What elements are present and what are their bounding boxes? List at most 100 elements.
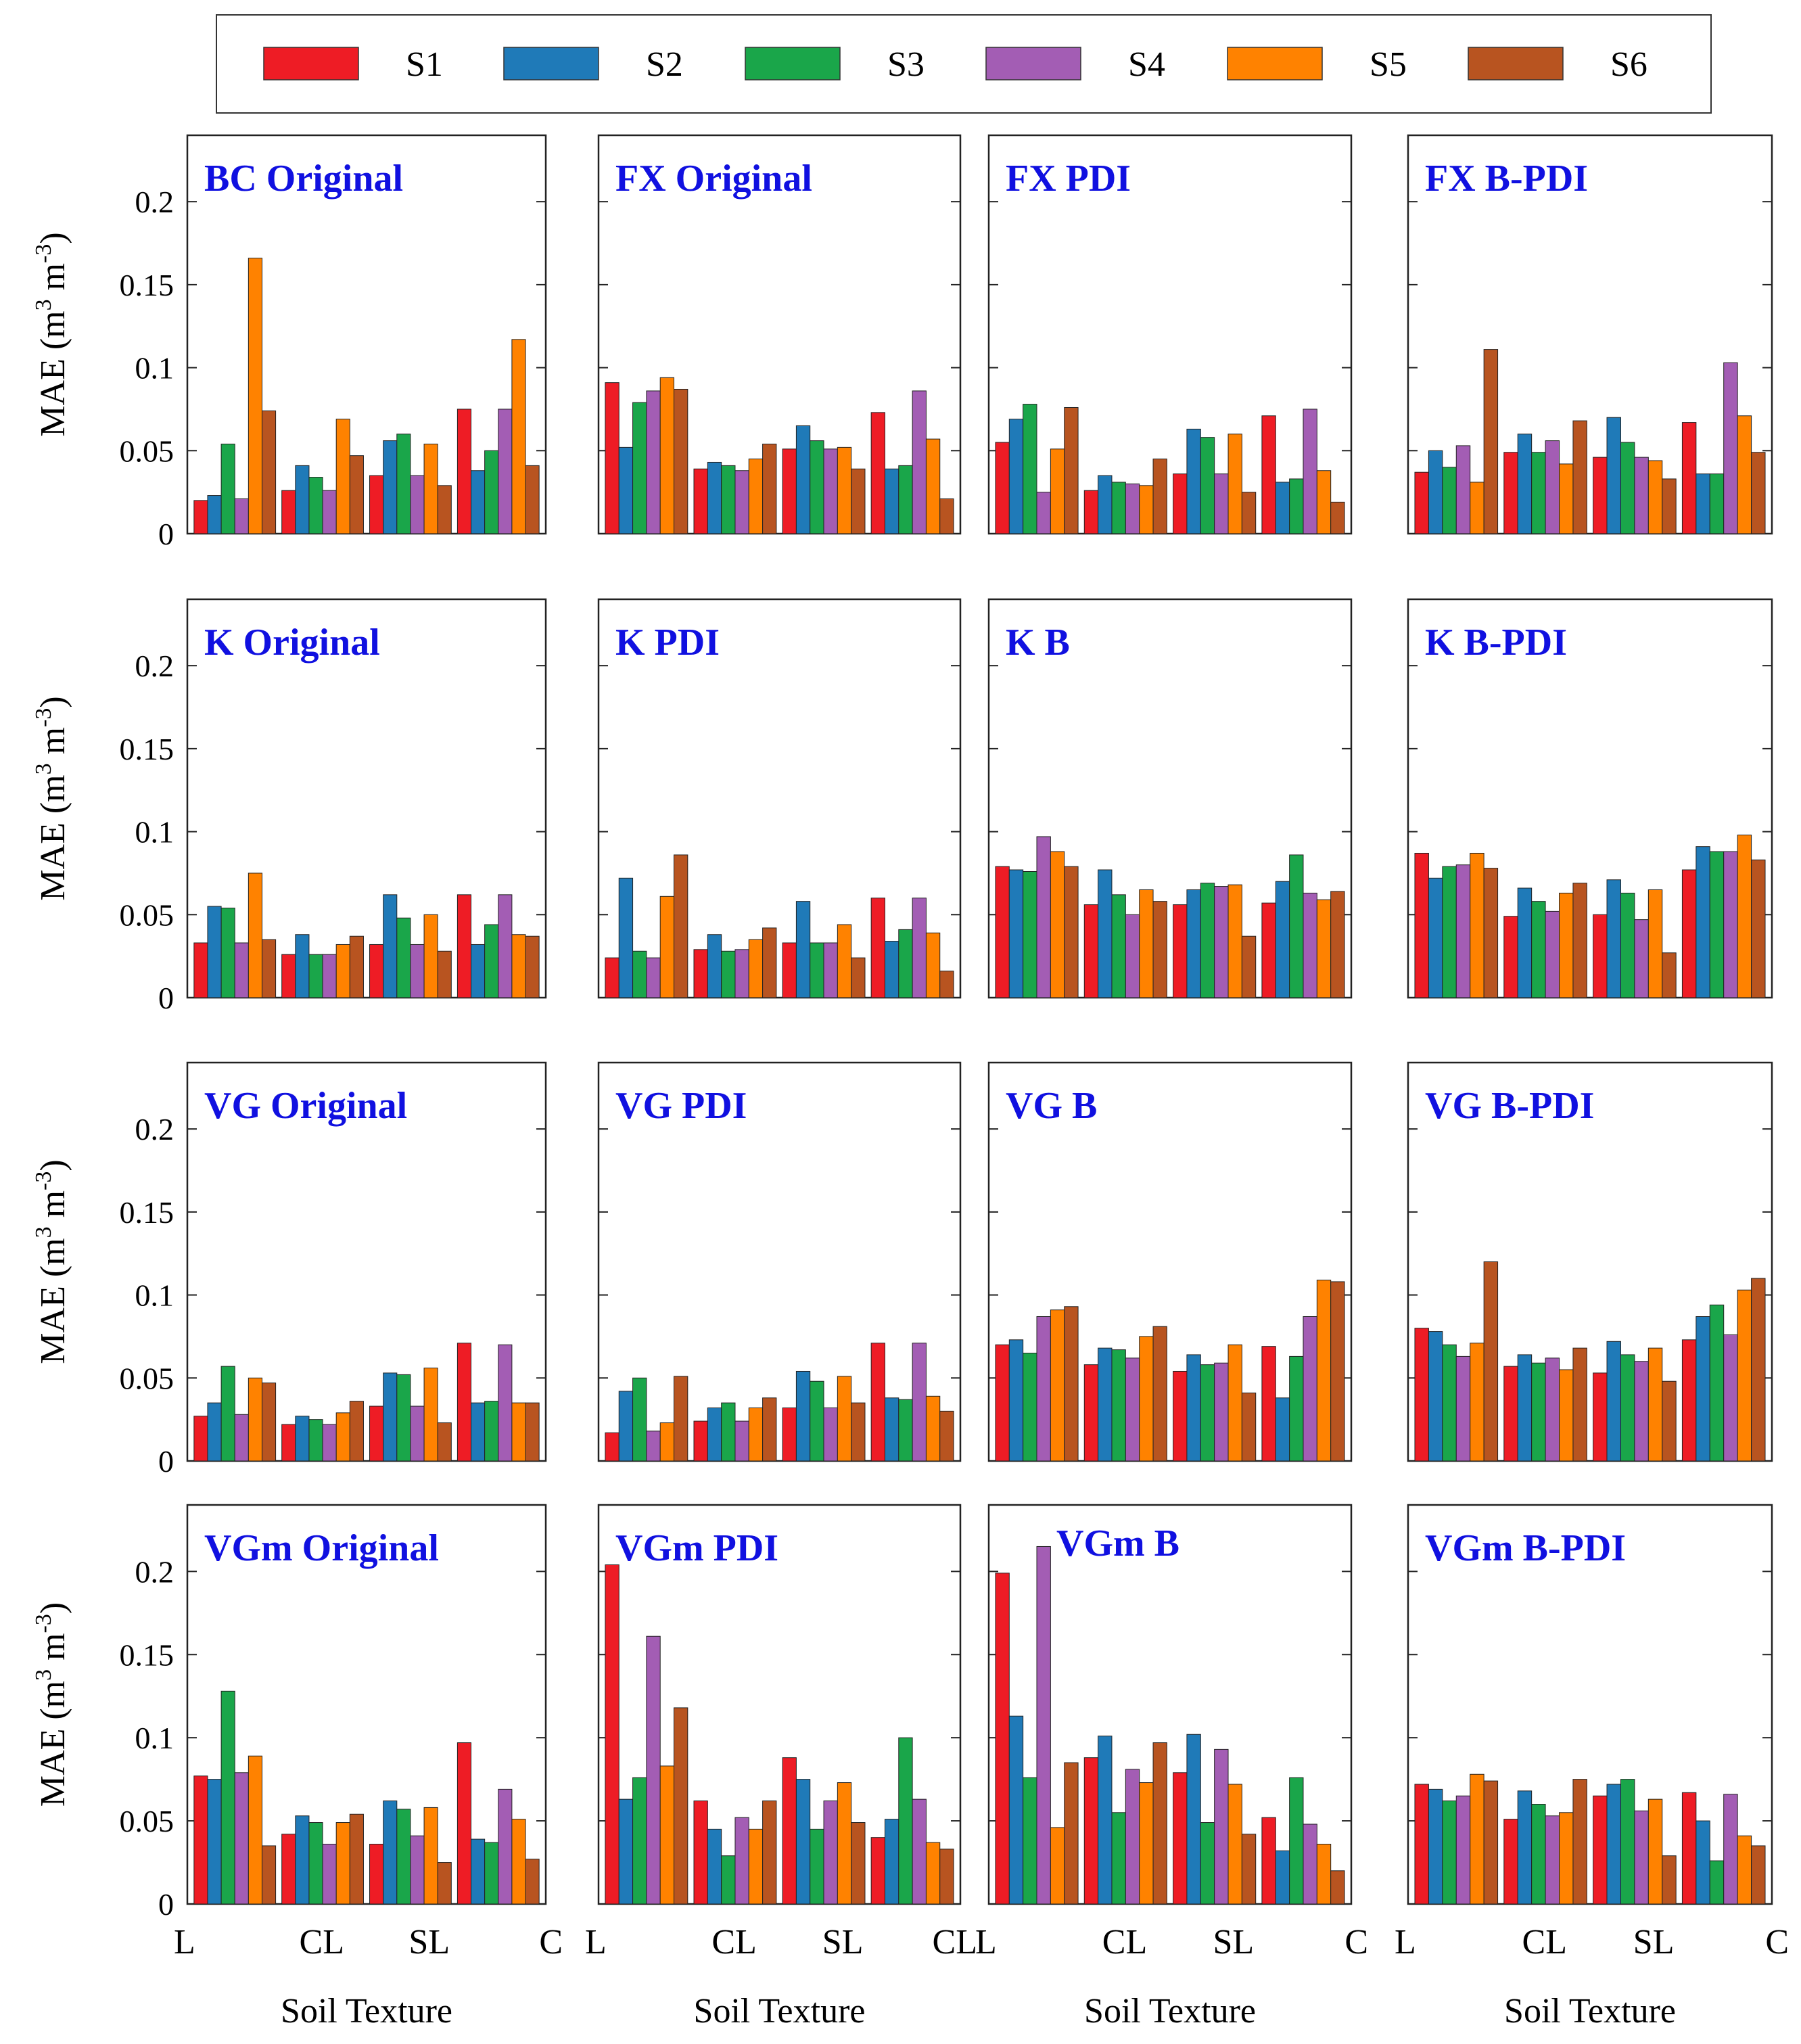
panel-vgm-original: 0 0.05 0.1 0.15 0.2 VGm Original MAE (m3 m-3) L… — [31, 1504, 563, 2030]
legend-swatch-s2 — [503, 47, 599, 80]
bar-s5-cl — [335, 419, 350, 534]
y-tick-label: 0 — [158, 1444, 174, 1479]
bar-s4-sl — [823, 448, 838, 534]
bar-s1-c — [457, 1343, 472, 1462]
y-tick-label: 0 — [158, 981, 174, 1015]
bar-s4-l — [646, 1635, 661, 1905]
y-label-sup2: -3 — [31, 708, 56, 727]
bar-s5-sl — [837, 1376, 852, 1462]
bar-s5-cl — [748, 459, 764, 534]
bar-s6-cl — [1572, 883, 1587, 998]
bar-s5-c — [511, 1819, 526, 1905]
bar-s5-cl — [1559, 463, 1574, 534]
y-label-sup2: -3 — [31, 244, 56, 263]
bar-s6-l — [1483, 1780, 1499, 1905]
bar-s6-sl — [1662, 478, 1677, 534]
bar-s3-sl — [396, 1809, 411, 1905]
bar-s2-cl — [707, 934, 722, 998]
bar-s4-cl — [734, 470, 749, 534]
bar-s3-cl — [308, 1419, 323, 1462]
bar-s5-sl — [837, 446, 852, 534]
bar-s2-l — [1428, 877, 1443, 998]
x-tick-label: SL — [822, 1923, 864, 1961]
y-label-sup2: -3 — [31, 1171, 56, 1190]
bar-s1-c — [1261, 1346, 1276, 1462]
bar-s4-sl — [823, 1407, 838, 1462]
bar-s1-c — [1681, 869, 1697, 998]
bar-s6-cl — [1152, 901, 1167, 998]
bar-s3-cl — [308, 954, 323, 998]
bar-s2-l — [207, 1402, 222, 1462]
bar-s1-l — [605, 957, 619, 998]
bar-s2-c — [884, 1397, 899, 1462]
bar-s2-l — [1008, 869, 1024, 998]
bar-s6-c — [939, 498, 954, 534]
bar-s4-c — [498, 1788, 513, 1905]
bar-s2-sl — [1186, 1734, 1201, 1905]
bar-s2-cl — [1517, 1790, 1533, 1905]
bar-s1-cl — [1503, 1366, 1518, 1462]
legend-swatch-s3 — [745, 47, 841, 80]
plot-frame — [186, 1061, 547, 1462]
bar-s6-sl — [851, 957, 866, 998]
bar-s5-cl — [1139, 889, 1154, 998]
bar-s3-cl — [1111, 894, 1126, 998]
bar-s1-sl — [1593, 914, 1608, 998]
bar-s4-sl — [1214, 886, 1229, 998]
bar-s4-sl — [1634, 1810, 1649, 1905]
bar-s3-cl — [1111, 1349, 1126, 1462]
y-tick-label: 0.15 — [120, 268, 174, 302]
panel-fx-b-pdi: FX B-PDI — [1407, 134, 1773, 535]
legend-label-s1: S1 — [406, 45, 443, 84]
bar-s5-c — [1737, 1835, 1752, 1905]
bar-s5-l — [1470, 1773, 1484, 1905]
bar-s6-l — [261, 410, 277, 534]
bar-s2-c — [471, 1402, 486, 1462]
bar-s3-c — [1289, 1777, 1304, 1905]
bar-s5-l — [1470, 1343, 1484, 1462]
bar-s4-cl — [1125, 914, 1140, 998]
bar-s6-c — [1751, 859, 1766, 998]
bar-s6-l — [674, 854, 688, 998]
panel-title: VG B — [1006, 1085, 1097, 1127]
bar-s3-sl — [1620, 1779, 1635, 1905]
bar-s3-l — [1442, 467, 1457, 534]
bar-s3-l — [220, 443, 235, 534]
bar-s6-cl — [349, 1401, 364, 1462]
bar-s1-sl — [782, 1407, 797, 1462]
bar-s3-c — [1709, 851, 1725, 998]
bar-s4-c — [912, 1343, 927, 1462]
bar-s2-cl — [1517, 1354, 1533, 1462]
y-label-sup1: 3 — [31, 763, 56, 774]
legend-label-s2: S2 — [646, 45, 683, 84]
y-label-main: MAE (m — [34, 310, 72, 436]
bar-s1-l — [1414, 471, 1429, 534]
bar-s2-cl — [707, 1828, 722, 1905]
bar-s2-c — [884, 468, 899, 534]
bar-s6-sl — [1241, 935, 1257, 998]
bar-s4-l — [646, 390, 661, 534]
bar-s1-cl — [281, 1834, 296, 1905]
legend-swatch-s4 — [985, 47, 1081, 80]
y-axis-label: MAE (m3 m-3) — [31, 1159, 72, 1364]
bar-s6-sl — [1241, 492, 1257, 534]
bar-s2-sl — [795, 425, 811, 534]
bar-s4-c — [1723, 1794, 1738, 1905]
bar-s2-c — [1275, 881, 1290, 998]
bar-s1-l — [995, 1344, 1010, 1462]
bar-s5-cl — [1559, 892, 1574, 998]
y-axis-label: MAE (m3 m-3) — [31, 232, 72, 436]
bar-s5-cl — [1559, 1812, 1574, 1905]
bar-s1-cl — [1083, 904, 1099, 998]
panel-title: VGm PDI — [615, 1527, 778, 1569]
bar-s1-c — [457, 409, 472, 534]
x-tick-label: L — [975, 1923, 997, 1961]
bar-s5-cl — [748, 939, 764, 998]
bar-s2-cl — [707, 1407, 722, 1462]
bar-s3-l — [1442, 866, 1457, 998]
bar-s4-c — [1723, 362, 1738, 534]
bar-s5-l — [1050, 1309, 1065, 1462]
bar-s1-sl — [782, 1757, 797, 1905]
